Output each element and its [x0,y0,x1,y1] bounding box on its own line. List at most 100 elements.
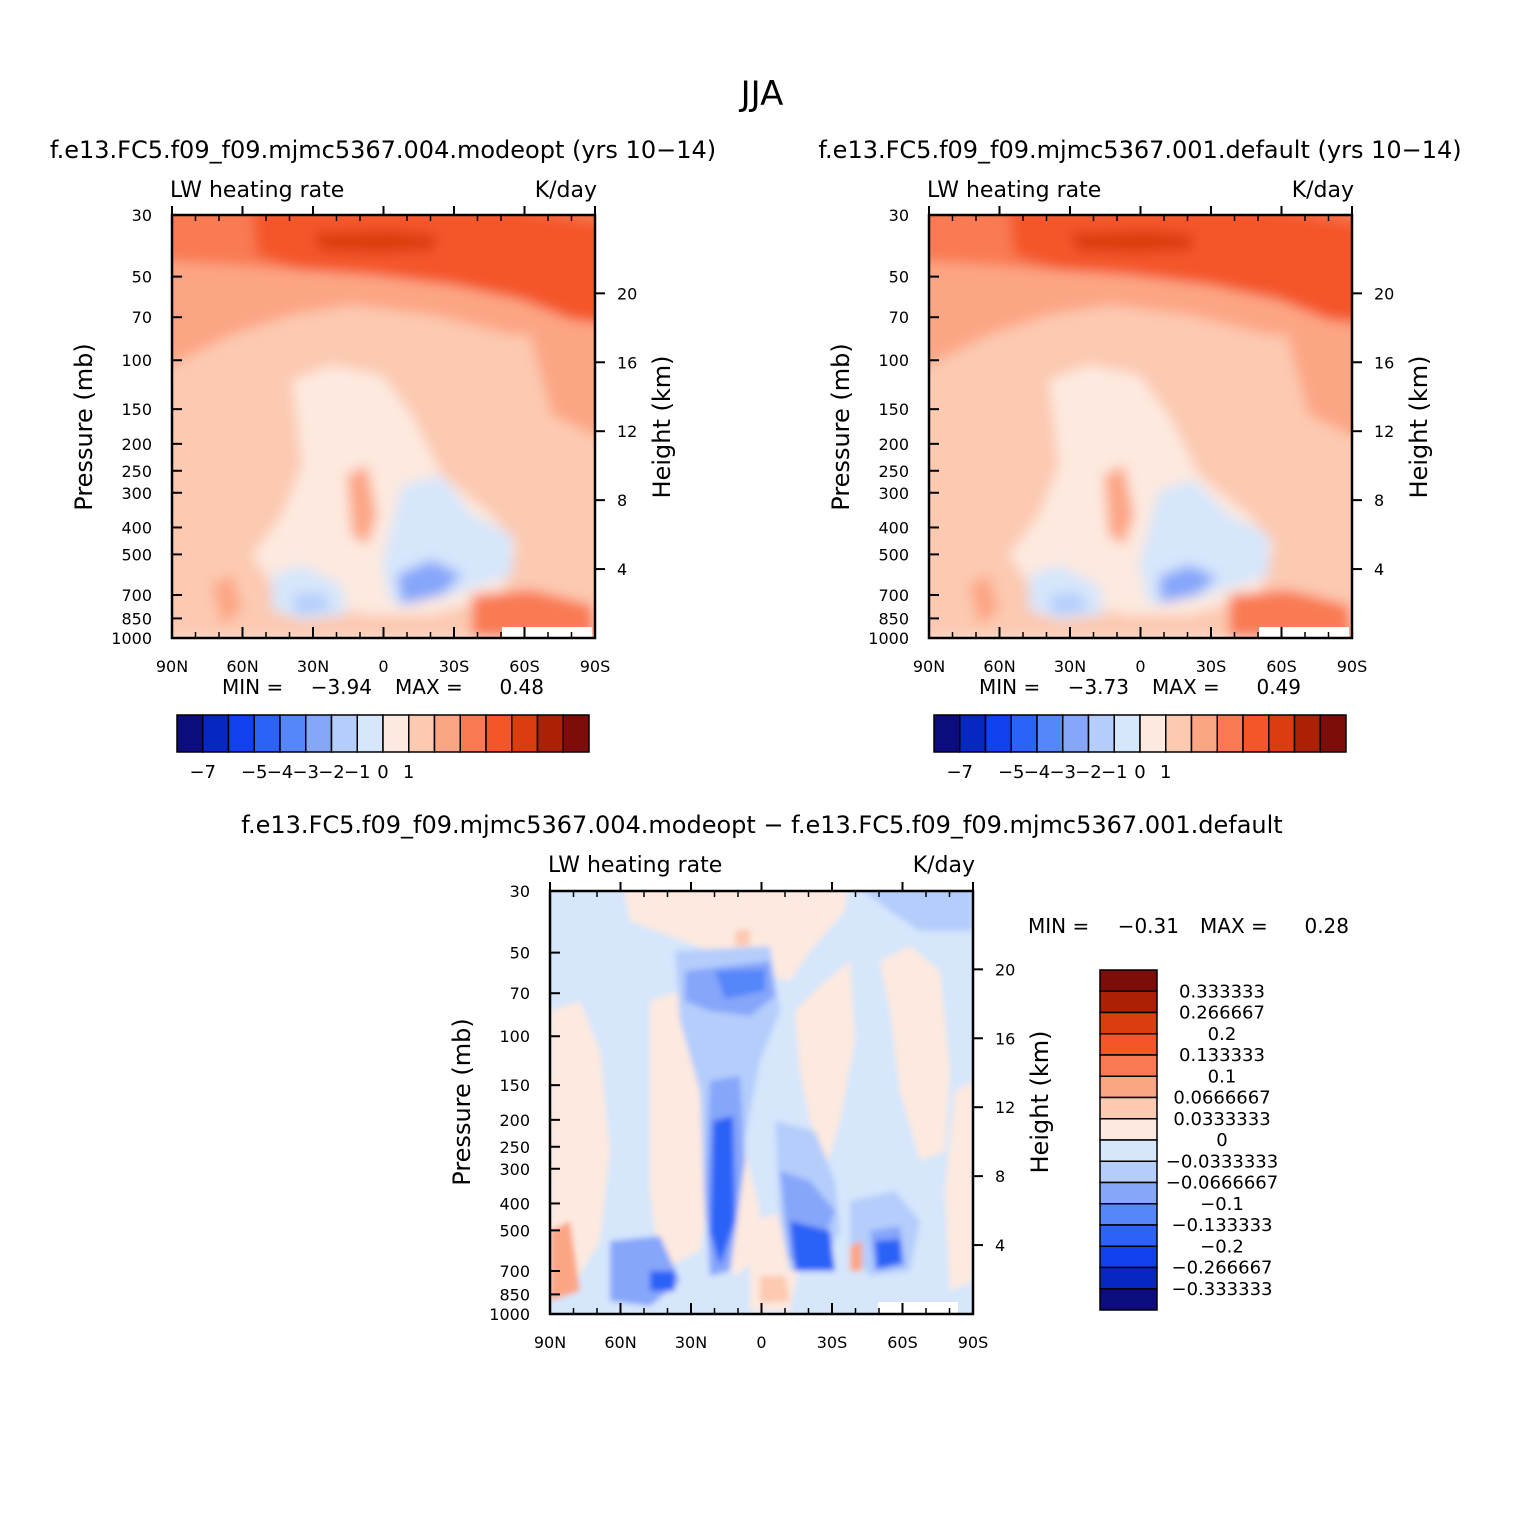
height-tick-label: 4 [995,1236,1005,1255]
panel-3-left-label: LW heating rate [548,853,722,878]
panel-1-right-label: K/day [535,178,597,203]
colorbar-swatch [1099,1160,1158,1184]
panel-1-contour-field [152,215,615,658]
panel-2-max-label: MAX = [1152,675,1220,699]
colorbar-label: −7 [946,762,973,783]
pressure-tick-label: 50 [132,268,152,287]
panel-1: f.e13.FC5.f09_f09.mjmc5367.004.modeopt (… [50,136,716,783]
pressure-tick-label: 300 [878,484,909,503]
colorbar-label: −0.333333 [1172,1279,1273,1300]
lat-tick-label: 30S [1196,657,1227,676]
colorbar-swatch [176,714,204,753]
lat-tick-label: 30S [439,657,470,676]
colorbar-swatch [1036,714,1064,753]
field-contour [863,891,973,931]
pressure-tick-label: 700 [499,1262,530,1281]
lat-tick-label: 0 [378,657,388,676]
colorbar-label: 0.333333 [1179,981,1265,1002]
panel-1-min-label: MIN = [222,675,283,699]
colorbar-label: 0.2 [1208,1024,1237,1045]
field-contour [1069,230,1194,253]
lat-tick-label: 30N [675,1333,707,1352]
field-contour [312,230,437,253]
colorbar-label: 0.0333333 [1173,1109,1270,1130]
colorbar-swatch [1099,1054,1158,1077]
lat-tick-label: 90S [958,1333,989,1352]
colorbar-label: 0 [377,762,388,783]
panel-3-y2label: Height (km) [1026,1031,1054,1174]
lat-tick-label: 90N [913,657,945,676]
pressure-tick-label: 700 [121,586,152,605]
colorbar-swatch [1099,990,1158,1014]
colorbar-swatch [1242,714,1270,753]
panel-3-max-value: 0.28 [1304,914,1349,938]
panel-1-lat-axis: 90N 60N 30N 0 30S 60S 90S [156,206,610,676]
panel-2-contour-field [929,215,1352,638]
field-contour [397,560,462,605]
pressure-tick-label: 700 [878,586,909,605]
field-contour [1049,593,1089,615]
colorbar-label: −0.0666667 [1166,1173,1278,1194]
colorbar-swatch [1319,714,1347,753]
height-tick-label: 8 [1374,491,1384,510]
field-contour [472,590,595,638]
lat-tick-label: 60N [226,657,258,676]
pressure-tick-label: 150 [499,1076,530,1095]
colorbar-swatch [408,714,436,753]
field-contour [795,961,855,1171]
colorbar-swatch [1010,714,1038,753]
lat-tick-label: 60S [887,1333,918,1352]
colorbar-label: −3 [1049,762,1076,783]
pressure-tick-label: 70 [889,308,909,327]
pressure-tick-label: 150 [878,400,909,419]
colorbar-swatch [1293,714,1321,753]
colorbar-label: −1 [1101,762,1128,783]
height-tick-label: 12 [1374,422,1394,441]
colorbar-swatch [433,714,461,753]
height-tick-label: 20 [617,284,637,303]
field-contour [650,991,710,1271]
colorbar-swatch [1113,714,1141,753]
colorbar-swatch [227,714,255,753]
colorbar-swatch [382,714,410,753]
colorbar-label: −4 [1024,762,1051,783]
colorbar-swatch [1099,1245,1158,1269]
height-tick-label: 16 [995,1029,1015,1048]
field-contour [790,1221,835,1271]
field-contour [152,638,615,658]
colorbar-swatch [253,714,281,753]
colorbar-label: −5 [241,762,268,783]
colorbar-label: −2 [1075,762,1102,783]
lat-tick-label: 60S [1266,657,1297,676]
colorbar-swatch [1099,1075,1158,1099]
colorbar-swatch [1099,1203,1158,1226]
colorbar-swatch [459,714,487,753]
height-tick-label: 4 [617,560,627,579]
pressure-tick-label: 250 [499,1138,530,1157]
pressure-tick-label: 70 [510,984,530,1003]
colorbar-label: −2 [318,762,345,783]
field-contour [347,465,377,545]
colorbar-swatch [1099,1266,1158,1290]
field-contour [550,1221,580,1301]
field-contour [945,1081,973,1291]
pressure-tick-label: 1000 [489,1305,530,1324]
pressure-tick-label: 200 [121,435,152,454]
panel-1-max-label: MAX = [395,675,463,699]
panel-2-ylabel: Pressure (mb) [827,343,855,510]
height-tick-label: 12 [617,422,637,441]
panel-2-lat-axis: 90N 60N 30N 0 30S 60S 90S [913,206,1367,676]
panel-3-min-label: MIN = [1028,914,1089,938]
height-tick-label: 8 [617,491,627,510]
colorbar-label: −7 [189,762,216,783]
colorbar-label: −3 [292,762,319,783]
panel-3-min-value: −0.31 [1118,914,1179,938]
colorbar-label: 0 [1134,762,1145,783]
lat-tick-label: 90N [534,1333,566,1352]
panel-2-max-value: 0.49 [1256,675,1301,699]
lat-tick-label: 90N [156,657,188,676]
